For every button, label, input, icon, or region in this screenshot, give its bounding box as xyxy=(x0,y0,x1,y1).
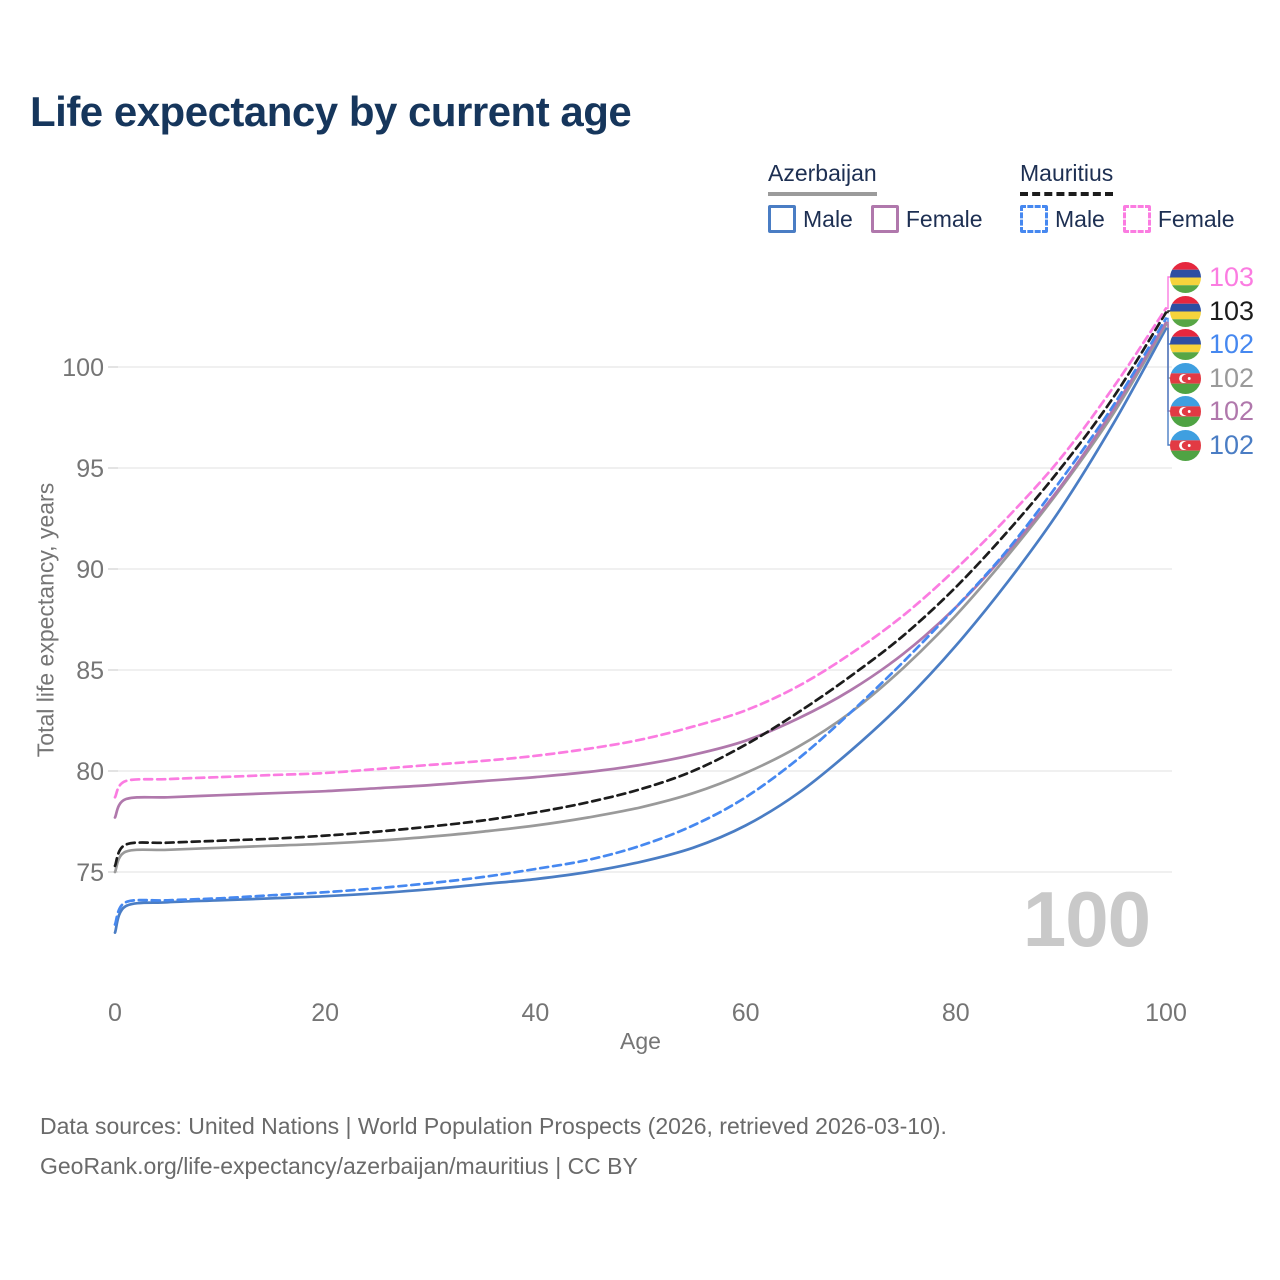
y-tick-label: 85 xyxy=(76,657,104,685)
y-tick-label: 75 xyxy=(76,859,104,887)
legend-swatch-mauritius-female[interactable] xyxy=(1122,205,1151,233)
x-tick-label: 100 xyxy=(1145,999,1187,1027)
mauritius-flag-icon xyxy=(1170,261,1201,293)
end-value-row: 102 xyxy=(1170,327,1254,361)
legend-label-mauritius-female[interactable]: Female xyxy=(1157,205,1235,232)
footer: Data sources: United Nations | World Pop… xyxy=(40,1106,947,1186)
legend-label-azerbaijan-male[interactable]: Male xyxy=(803,205,853,232)
end-value-row: 103 xyxy=(1170,260,1254,294)
end-value: 102 xyxy=(1209,362,1255,393)
data-sources-text: Data sources: United Nations | World Pop… xyxy=(40,1113,947,1139)
x-axis-title: Age xyxy=(620,1028,661,1054)
hover-age-watermark: 100 xyxy=(1022,875,1151,963)
series-azerbaijan-male[interactable] xyxy=(113,327,1168,934)
legend-swatch-azerbaijan-male[interactable] xyxy=(768,205,796,233)
page-title: Life expectancy by current age xyxy=(30,88,632,135)
end-value-row: 102 xyxy=(1170,361,1254,395)
end-value: 103 xyxy=(1209,295,1255,326)
y-tick-label: 90 xyxy=(76,556,104,584)
azerbaijan-flag-icon xyxy=(1170,395,1201,427)
series-mauritius-female[interactable] xyxy=(113,307,1168,799)
x-tick-label: 40 xyxy=(521,999,549,1027)
y-tick-label: 80 xyxy=(76,758,104,786)
end-value-row: 102 xyxy=(1170,428,1254,462)
end-value: 102 xyxy=(1209,395,1255,426)
series-azerbaijan-female[interactable] xyxy=(113,321,1168,819)
series-mauritius-total[interactable] xyxy=(113,311,1168,868)
source-url-text[interactable]: GeoRank.org/life-expectancy/azerbaijan/m… xyxy=(40,1153,638,1179)
series-mauritius-male[interactable] xyxy=(113,317,1168,926)
legend-swatch-mauritius-male[interactable] xyxy=(1020,205,1048,233)
x-tick-label: 20 xyxy=(311,999,339,1027)
legend-group-azerbaijan: Azerbaijan Male Female xyxy=(768,160,1001,233)
legend-label-mauritius-male[interactable]: Male xyxy=(1055,205,1105,232)
mauritius-flag-icon xyxy=(1170,295,1201,327)
end-value-row: 103 xyxy=(1170,294,1254,328)
x-tick-label: 0 xyxy=(108,999,122,1027)
legend-country-azerbaijan[interactable]: Azerbaijan xyxy=(768,160,877,196)
legend-label-azerbaijan-female[interactable]: Female xyxy=(905,205,983,232)
x-tick-label: 60 xyxy=(732,999,760,1027)
legend-group-mauritius: Mauritius Male Female xyxy=(1020,160,1253,233)
end-value-row: 102 xyxy=(1170,394,1254,428)
end-value: 103 xyxy=(1209,261,1255,292)
y-tick-label: 100 xyxy=(62,354,104,382)
legend-country-mauritius[interactable]: Mauritius xyxy=(1020,160,1114,196)
end-value: 102 xyxy=(1209,429,1255,460)
x-tick-label: 80 xyxy=(942,999,970,1027)
azerbaijan-flag-icon xyxy=(1170,429,1201,461)
azerbaijan-flag-icon xyxy=(1170,362,1201,394)
series-azerbaijan-total[interactable] xyxy=(113,323,1168,874)
legend-swatch-azerbaijan-female[interactable] xyxy=(870,205,899,233)
y-tick-label: 95 xyxy=(76,455,104,483)
line-chart[interactable]: 75 80 85 90 95 100 0 20 40 60 80 100 xyxy=(0,0,1280,1060)
mauritius-flag-icon xyxy=(1170,328,1201,360)
end-value: 102 xyxy=(1209,328,1255,359)
